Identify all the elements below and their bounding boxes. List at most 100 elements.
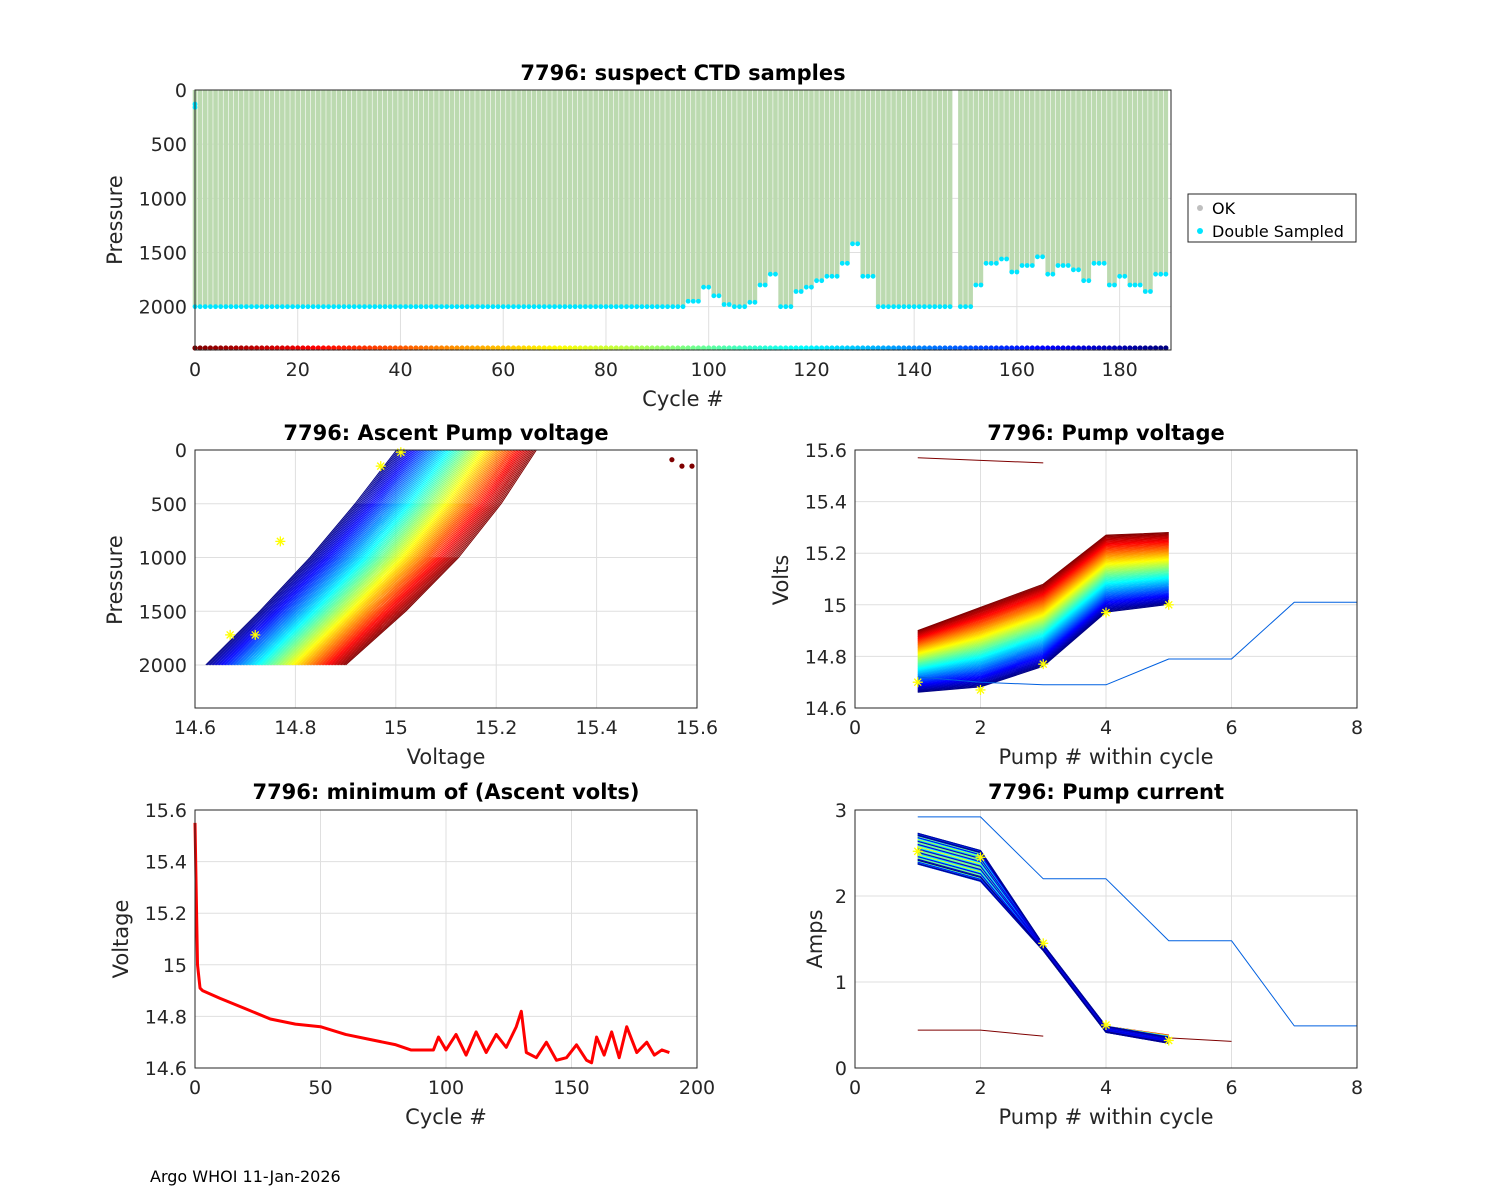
pumpv-line xyxy=(917,590,1169,682)
ascent-line xyxy=(305,449,497,666)
cycle-marker xyxy=(541,345,547,351)
pumpv-line xyxy=(917,582,1169,675)
ok-sample-column xyxy=(516,90,521,307)
ok-sample-column xyxy=(875,90,881,307)
pumpv-star-marker xyxy=(1163,599,1174,610)
cycle-marker xyxy=(218,345,224,351)
double-sampled-point xyxy=(413,304,419,310)
ok-sample-column xyxy=(377,90,383,307)
cycle-marker xyxy=(1065,345,1071,351)
ascent-line xyxy=(208,449,400,666)
pumpv-line xyxy=(917,548,1169,646)
double-sampled-point xyxy=(274,304,280,310)
cycle-marker xyxy=(228,345,234,351)
cycle-marker xyxy=(762,345,768,351)
ok-sample-column xyxy=(1153,90,1158,275)
cycle-marker xyxy=(408,345,414,351)
double-sampled-point xyxy=(310,304,316,310)
cycle-marker xyxy=(459,345,465,351)
pump-current-panel: 7796: Pump current 0 2 4 6 8 0 1 2 3 Pump # with… xyxy=(803,780,1363,1129)
double-sampled-point xyxy=(988,260,994,266)
double-sampled-point xyxy=(875,304,881,310)
ctd-xtick-label: 20 xyxy=(286,359,310,381)
ok-sample-column xyxy=(485,90,491,307)
pumpv-line xyxy=(917,544,1169,642)
cycle-marker xyxy=(331,345,337,351)
ascent-line xyxy=(324,449,516,666)
ok-sample-column xyxy=(295,90,301,307)
ok-sample-column xyxy=(752,90,758,303)
ok-sample-column xyxy=(947,90,953,307)
double-sampled-point xyxy=(639,304,645,310)
cycle-marker xyxy=(1081,345,1087,351)
double-sampled-point xyxy=(1024,263,1030,268)
ascent-line xyxy=(235,449,427,666)
pumpv-ylabel: Volts xyxy=(769,555,793,606)
cycle-marker xyxy=(577,345,583,351)
ok-sample-column xyxy=(233,90,239,307)
cycle-marker xyxy=(788,345,794,351)
cycle-marker xyxy=(988,345,994,351)
cycle-marker xyxy=(546,345,553,351)
ascent-star-marker xyxy=(375,461,386,472)
double-sampled-point xyxy=(767,271,773,277)
ascent-line xyxy=(230,449,423,666)
ok-sample-column xyxy=(290,90,295,307)
cycle-marker xyxy=(1075,345,1082,351)
ok-sample-column xyxy=(999,90,1004,259)
double-sampled-point xyxy=(331,304,337,310)
cycle-marker xyxy=(695,345,702,351)
pumpv-line xyxy=(917,535,1169,634)
minv-xlabel: Cycle # xyxy=(405,1105,487,1129)
ok-sample-column xyxy=(362,90,367,307)
minv-ytick-label: 14.8 xyxy=(145,1006,187,1028)
pumpv-star-marker xyxy=(975,684,986,695)
cycle-marker xyxy=(706,345,712,351)
cycle-marker xyxy=(736,345,743,351)
ok-sample-column xyxy=(634,90,640,307)
ascent-line xyxy=(299,449,491,666)
pumpc-line xyxy=(917,859,1169,1044)
ok-sample-column xyxy=(269,90,275,307)
pumpv-line xyxy=(917,574,1169,668)
pumpv-line xyxy=(917,565,1169,660)
pumpv-ytick-label: 14.6 xyxy=(805,698,847,720)
double-sampled-point xyxy=(1055,263,1061,268)
cycle-marker xyxy=(269,345,275,351)
ok-sample-column xyxy=(331,90,336,307)
double-sampled-point xyxy=(1117,273,1123,279)
cycle-marker xyxy=(562,345,568,351)
ascent-line xyxy=(328,449,521,666)
ascent-line xyxy=(322,449,515,666)
ok-sample-column xyxy=(747,90,753,303)
pumpv-line xyxy=(917,567,1169,662)
cycle-marker xyxy=(1070,345,1076,351)
ok-sample-column xyxy=(778,90,783,307)
ascent-line xyxy=(264,449,457,666)
double-sampled-point xyxy=(968,304,974,310)
ok-sample-column xyxy=(680,90,686,307)
minv-ytick-label: 15 xyxy=(163,955,187,977)
cycle-marker xyxy=(290,345,296,351)
ascent-line xyxy=(281,449,473,666)
double-sampled-point xyxy=(726,302,732,307)
ok-sample-column xyxy=(1132,90,1138,285)
pumpv-line xyxy=(917,538,1169,637)
double-sampled-point xyxy=(449,304,455,310)
minv-ytick-label: 15.2 xyxy=(145,903,187,925)
ok-sample-column xyxy=(1148,90,1153,292)
cycle-marker xyxy=(480,345,486,351)
cycle-marker xyxy=(618,345,624,351)
double-sampled-point xyxy=(583,304,588,310)
double-sampled-point xyxy=(259,304,265,310)
cycle-marker xyxy=(803,345,809,351)
double-sampled-point xyxy=(654,304,660,310)
ok-sample-column xyxy=(244,90,249,307)
legend-box xyxy=(1187,193,1357,243)
minv-ytick-label: 15.6 xyxy=(145,800,187,822)
double-sampled-points xyxy=(192,101,1169,310)
cycle-marker xyxy=(336,345,342,351)
cycle-marker xyxy=(649,345,655,351)
double-sampled-point xyxy=(346,304,352,310)
ok-sample-column xyxy=(264,90,270,307)
